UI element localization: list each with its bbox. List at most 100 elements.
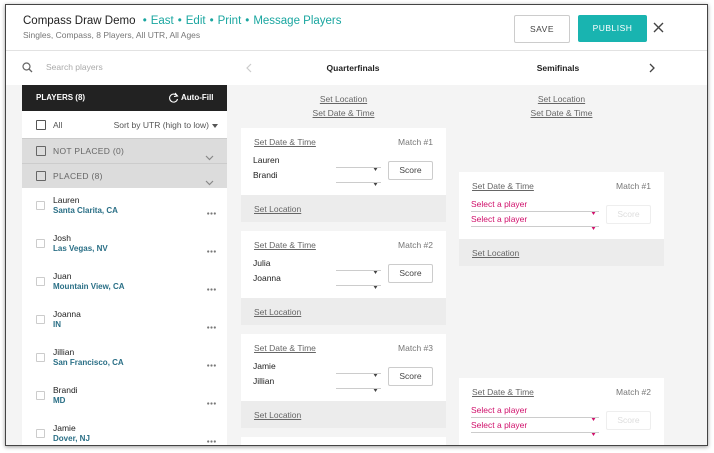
score-button[interactable]: Score [606, 411, 651, 430]
panel-title: PLAYERS (8) [36, 93, 86, 102]
player-location: San Francisco, CA [53, 358, 124, 367]
underline [471, 226, 599, 227]
more-icon-svg [207, 440, 216, 443]
caret-svg [373, 182, 378, 186]
next-arrow[interactable] [649, 63, 656, 73]
prev-arrow[interactable] [246, 63, 253, 73]
more-icon-svg [207, 402, 216, 405]
caret-svg [373, 373, 378, 377]
score-button[interactable]: Score [388, 161, 433, 180]
app-window: Compass Draw Demo • East • Edit • Print • Messa… [5, 4, 708, 446]
match-card: Set Date & Time Match #2 Select a player Se… [459, 378, 664, 446]
header-link[interactable]: East [150, 15, 174, 27]
location-link[interactable]: Set Location [254, 410, 302, 420]
player-select[interactable]: Select a player [471, 214, 528, 224]
auto-fill-button[interactable]: Auto-Fill [181, 93, 214, 102]
caret [591, 423, 596, 436]
player-select[interactable]: Lauren [253, 155, 280, 165]
score-button[interactable]: Score [606, 205, 651, 224]
card-footer: Set Location [459, 239, 664, 266]
header-link[interactable]: Message Players [253, 15, 342, 27]
player-select[interactable]: Julia [253, 258, 271, 268]
underline [336, 167, 381, 168]
set-location-link[interactable]: Set Location [319, 94, 368, 104]
underline [471, 432, 599, 433]
chevron [205, 148, 214, 161]
player-select[interactable]: Jillian [253, 376, 275, 386]
group-row[interactable]: PLACED (8) [22, 163, 227, 188]
more-icon-svg [207, 326, 216, 329]
checkbox[interactable] [36, 429, 45, 438]
underline [471, 417, 599, 418]
match-card: Set Date & Time Match #1 Select a player Se… [459, 172, 664, 266]
score-button[interactable]: Score [388, 367, 433, 386]
caret [373, 379, 378, 392]
date-time-link[interactable]: Set Date & Time [254, 343, 316, 353]
separator: • [245, 15, 250, 27]
player-select[interactable]: Select a player [471, 199, 528, 209]
save-button[interactable]: SAVE [514, 15, 570, 43]
more-icon-svg [207, 250, 216, 253]
checkbox[interactable] [36, 315, 45, 324]
checkbox[interactable] [36, 277, 45, 286]
caret [591, 408, 596, 421]
players-panel: PLAYERS (8) Auto-Fill All Sort by UTR (h… [22, 85, 227, 445]
caret [591, 217, 596, 230]
sort-dropdown[interactable]: Sort by UTR (high to low) [113, 120, 209, 130]
date-time-link[interactable]: Set Date & Time [254, 240, 316, 250]
location-link[interactable]: Set Location [254, 204, 302, 214]
separator: • [177, 15, 182, 27]
player-name: Jamie [53, 423, 76, 433]
header-link[interactable]: Edit [185, 15, 206, 27]
date-time-link[interactable]: Set Date & Time [472, 181, 534, 191]
chevron-svg [205, 180, 214, 186]
player-select[interactable]: Jamie [253, 361, 276, 371]
underline [336, 285, 381, 286]
publish-button[interactable]: PUBLISH [578, 15, 647, 42]
match-label: Match #1 [398, 137, 433, 147]
more-icon [207, 240, 216, 253]
checkbox[interactable] [36, 391, 45, 400]
group-label: PLACED (8) [53, 171, 103, 181]
player-name: Brandi [53, 385, 78, 395]
card-footer [459, 445, 664, 446]
checkbox[interactable] [36, 201, 45, 210]
match-label: Match #3 [398, 343, 433, 353]
player-select[interactable]: Select a player [471, 405, 528, 415]
more-icon-svg [207, 212, 216, 215]
score-button[interactable]: Score [388, 264, 433, 283]
caret-svg [591, 211, 596, 215]
close-icon[interactable] [653, 22, 664, 33]
caret-svg [373, 388, 378, 392]
more-icon-svg [207, 364, 216, 367]
date-time-link[interactable]: Set Date & Time [472, 387, 534, 397]
more-icon [207, 392, 216, 405]
player-name: Joanna [53, 309, 81, 319]
player-location: MD [53, 396, 66, 405]
underline [336, 270, 381, 271]
location-link[interactable]: Set Location [472, 248, 520, 258]
group-row[interactable]: NOT PLACED (0) [22, 138, 227, 163]
set-location-link[interactable]: Set Location [537, 94, 586, 104]
checkbox[interactable] [36, 353, 45, 362]
checkbox[interactable] [36, 239, 45, 248]
header-link[interactable]: Print [217, 15, 242, 27]
player-name: Lauren [53, 195, 80, 205]
location-link[interactable]: Set Location [254, 307, 302, 317]
select-all[interactable]: All [53, 120, 63, 130]
set-date-time-link[interactable]: Set Date & Time [312, 108, 375, 118]
match-card: Set Date & Time Match #2 Julia Joanna Score S… [241, 231, 446, 325]
checkbox[interactable] [36, 120, 46, 130]
caret [373, 261, 378, 274]
match-label: Match #1 [616, 181, 651, 191]
set-date-time-link[interactable]: Set Date & Time [530, 108, 593, 118]
player-select[interactable]: Joanna [253, 273, 281, 283]
more-icon [207, 202, 216, 215]
date-time-link[interactable]: Set Date & Time [254, 137, 316, 147]
search-input[interactable]: Search players [46, 62, 103, 72]
round-title: Quarterfinals [326, 63, 380, 73]
underline [336, 373, 381, 374]
player-location: Las Vegas, NV [53, 244, 108, 253]
player-select[interactable]: Select a player [471, 420, 528, 430]
player-select[interactable]: Brandi [253, 170, 278, 180]
